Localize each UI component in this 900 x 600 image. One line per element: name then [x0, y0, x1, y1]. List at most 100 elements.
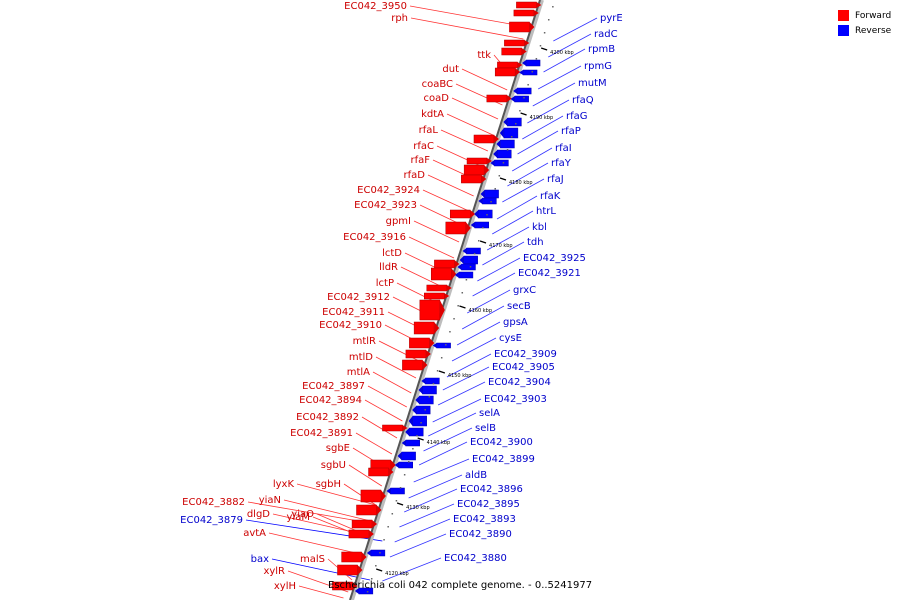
gene-label-forward[interactable]: EC042_3891 [290, 428, 353, 439]
gene-label-forward[interactable]: xylH [274, 581, 296, 592]
forward-gene-feature[interactable] [513, 9, 535, 17]
gene-label-reverse[interactable]: EC042_3899 [472, 454, 535, 465]
gene-label-forward[interactable]: EC042_3882 [182, 497, 245, 508]
reverse-gene-feature[interactable] [466, 247, 481, 255]
reverse-gene-feature[interactable] [496, 149, 512, 159]
gene-label-reverse[interactable]: EC042_3909 [494, 349, 557, 360]
gene-label-forward[interactable]: EC042_3897 [302, 381, 365, 392]
gene-label-forward[interactable]: lldR [379, 262, 398, 273]
gene-label-forward[interactable]: EC042_3894 [299, 395, 362, 406]
gene-label-forward[interactable]: lctD [382, 248, 402, 259]
gene-label-forward[interactable]: yiaM [287, 512, 310, 523]
gene-label-reverse[interactable]: EC042_3880 [444, 553, 507, 564]
gene-label-reverse[interactable]: EC042_3893 [453, 514, 516, 525]
gene-label-forward[interactable]: coaBC [422, 79, 453, 90]
forward-gene-feature[interactable] [494, 67, 516, 77]
gene-label-forward[interactable]: dut [442, 64, 459, 75]
gene-label-reverse[interactable]: EC042_3903 [484, 394, 547, 405]
gene-label-forward[interactable]: EC042_3950 [344, 1, 407, 12]
forward-gene-feature[interactable] [509, 21, 530, 33]
gene-label-reverse[interactable]: mutM [578, 78, 607, 89]
reverse-gene-feature[interactable] [425, 377, 440, 385]
gene-label-reverse[interactable]: rfaI [555, 143, 572, 154]
gene-label-forward[interactable]: rfaF [410, 155, 430, 166]
gene-label-forward[interactable]: EC042_3910 [319, 320, 382, 331]
reverse-gene-feature[interactable] [503, 127, 519, 139]
gene-label-forward[interactable]: rfaD [404, 170, 426, 181]
forward-gene-feature[interactable] [337, 564, 358, 576]
gene-label-reverse[interactable]: gpsA [503, 317, 528, 328]
gene-label-forward[interactable]: rfaC [413, 141, 434, 152]
gene-label-reverse[interactable]: rfaJ [547, 174, 564, 185]
gene-label-reverse[interactable]: EC042_3905 [492, 362, 555, 373]
gene-label-reverse[interactable]: EC042_3925 [523, 253, 586, 264]
gene-label-reverse[interactable]: EC042_3900 [470, 437, 533, 448]
forward-gene-feature[interactable] [413, 321, 435, 335]
gene-label-forward[interactable]: bax [251, 554, 269, 565]
forward-gene-feature[interactable] [497, 61, 518, 69]
forward-gene-feature[interactable] [445, 221, 467, 235]
gene-label-reverse[interactable]: kbl [532, 222, 547, 233]
gene-label-forward[interactable]: coaD [424, 93, 450, 104]
reverse-gene-feature[interactable] [436, 342, 451, 349]
forward-gene-feature[interactable] [430, 267, 452, 281]
gene-label-forward[interactable]: EC042_3923 [354, 200, 417, 211]
gene-label-reverse[interactable]: EC042_3896 [460, 484, 523, 495]
forward-gene-feature[interactable] [516, 1, 537, 9]
gene-label-forward[interactable]: EC042_3924 [357, 185, 420, 196]
gene-label-forward[interactable]: dlgD [247, 509, 270, 520]
gene-label-forward[interactable]: sgbE [326, 443, 350, 454]
gene-features[interactable] [332, 1, 542, 595]
reverse-gene-feature[interactable] [514, 95, 529, 103]
gene-label-reverse[interactable]: rfaG [566, 111, 588, 122]
forward-gene-feature[interactable] [405, 349, 427, 359]
gene-label-reverse[interactable]: selB [475, 423, 496, 434]
forward-gene-feature[interactable] [461, 174, 482, 184]
forward-gene-feature[interactable] [356, 504, 377, 516]
reverse-gene-feature[interactable] [390, 487, 405, 495]
forward-gene-feature[interactable] [351, 519, 373, 529]
reverse-gene-feature[interactable] [484, 189, 499, 199]
forward-gene-feature[interactable] [463, 164, 485, 176]
gene-label-forward[interactable]: ttk [477, 50, 491, 61]
forward-gene-feature[interactable] [341, 551, 362, 563]
reverse-gene-feature[interactable] [525, 59, 541, 67]
gene-label-forward[interactable]: EC042_3879 [180, 515, 243, 526]
reverse-gene-feature[interactable] [412, 415, 427, 427]
forward-gene-feature[interactable] [402, 359, 423, 371]
forward-gene-feature[interactable] [419, 299, 441, 321]
gene-label-reverse[interactable]: EC042_3895 [457, 499, 520, 510]
gene-label-forward[interactable]: sgbH [316, 479, 341, 490]
gene-label-reverse[interactable]: rfaP [561, 126, 581, 137]
gene-label-forward[interactable]: sgbU [321, 460, 346, 471]
reverse-gene-feature[interactable] [398, 461, 413, 469]
forward-gene-feature[interactable] [348, 529, 370, 539]
reverse-gene-feature[interactable] [370, 549, 386, 557]
gene-label-forward[interactable]: mtlA [347, 367, 370, 378]
reverse-gene-feature[interactable] [474, 221, 489, 229]
reverse-gene-feature[interactable] [516, 87, 532, 95]
gene-label-forward[interactable]: EC042_3916 [343, 232, 406, 243]
gene-label-forward[interactable]: lctP [376, 278, 394, 289]
forward-gene-feature[interactable] [382, 424, 403, 432]
reverse-gene-feature[interactable] [507, 117, 522, 127]
gene-label-forward[interactable]: EC042_3912 [327, 292, 390, 303]
reverse-gene-feature[interactable] [422, 385, 437, 395]
forward-gene-feature[interactable] [434, 259, 455, 269]
forward-gene-feature[interactable] [360, 489, 382, 503]
forward-gene-feature[interactable] [504, 39, 525, 47]
gene-label-forward[interactable]: avtA [243, 528, 266, 539]
gene-label-reverse[interactable]: selA [479, 408, 500, 419]
gene-label-forward[interactable]: EC042_3911 [322, 307, 385, 318]
gene-label-reverse[interactable]: tdh [527, 237, 544, 248]
forward-gene-feature[interactable] [409, 337, 430, 349]
gene-label-reverse[interactable]: rfaY [551, 158, 572, 169]
gene-label-forward[interactable]: mtlR [353, 336, 376, 347]
forward-gene-feature[interactable] [426, 284, 448, 292]
gene-label-reverse[interactable]: EC042_3921 [518, 268, 581, 279]
forward-gene-feature[interactable] [501, 47, 522, 56]
gene-label-forward[interactable]: rfaL [419, 125, 439, 136]
gene-label-forward[interactable]: kdtA [421, 109, 444, 120]
gene-label-reverse[interactable]: htrL [536, 206, 556, 217]
